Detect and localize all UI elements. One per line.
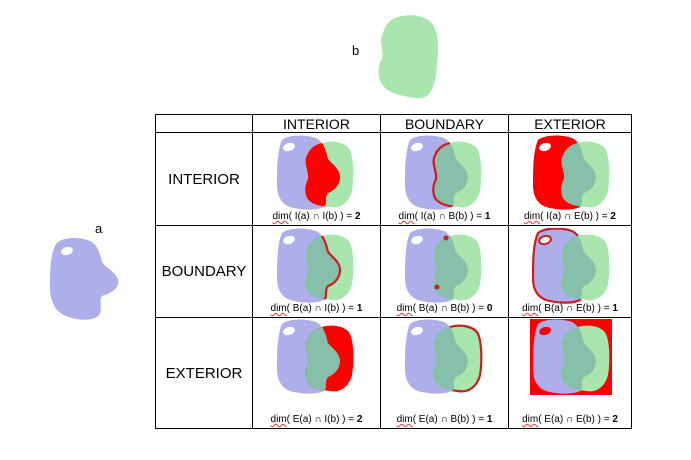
- matrix-cell: dim( I(a) ∩ E(b) ) = 2: [508, 132, 632, 226]
- diagram-ia-bb: [405, 135, 482, 210]
- matrix-cell: dim( E(a) ∩ I(b) ) = 2: [252, 317, 381, 429]
- cell-caption: dim( I(a) ∩ B(b) ) = 1: [398, 211, 491, 222]
- cell-caption: dim( I(a) ∩ E(b) ) = 2: [524, 211, 616, 222]
- diagram-ia-eb: [533, 135, 610, 210]
- corner-cell: [155, 114, 253, 133]
- col-header-interior: INTERIOR: [252, 114, 381, 133]
- shape-b-label: b: [352, 43, 360, 58]
- diagram-ba-ib: [277, 228, 354, 303]
- shape-b: [378, 15, 438, 99]
- matrix-cell: dim( E(a) ∩ E(b) ) = 2: [508, 317, 632, 429]
- shape-a-label: a: [95, 221, 103, 236]
- diagram-ia-ib: [277, 135, 354, 210]
- diagram-ea-eb: [530, 319, 612, 395]
- matrix-cell: dim( I(a) ∩ I(b) ) = 2: [252, 132, 381, 226]
- diagram-ba-bb: [405, 228, 482, 303]
- diagram-ba-eb: [531, 228, 610, 304]
- col-header-boundary: BOUNDARY: [380, 114, 509, 133]
- cell-caption: dim( I(a) ∩ I(b) ) = 2: [272, 211, 361, 222]
- cell-caption: dim( B(a) ∩ I(b) ) = 1: [270, 303, 363, 314]
- row-header-boundary: BOUNDARY: [155, 225, 253, 318]
- intersection-point: [443, 235, 449, 241]
- matrix-cell: dim( E(a) ∩ B(b) ) = 1: [380, 317, 509, 429]
- cell-caption: dim( E(a) ∩ I(b) ) = 2: [270, 414, 363, 425]
- diagram-ea-ib: [277, 319, 354, 394]
- row-header-exterior: EXTERIOR: [155, 317, 253, 429]
- cell-caption: dim( B(a) ∩ E(b) ) = 1: [522, 303, 618, 314]
- matrix-cell: dim( B(a) ∩ E(b) ) = 1: [508, 225, 632, 318]
- shape-a: [50, 237, 119, 320]
- row-header-interior: INTERIOR: [155, 132, 253, 226]
- cell-caption: dim( E(a) ∩ E(b) ) = 2: [522, 414, 618, 425]
- matrix-cell: dim( I(a) ∩ B(b) ) = 1: [380, 132, 509, 226]
- diagram-ea-bb: [405, 319, 483, 394]
- cell-caption: dim( E(a) ∩ B(b) ) = 1: [396, 414, 493, 425]
- de9im-matrix: INTERIOR BOUNDARY EXTERIOR INTERIOR: [155, 114, 632, 429]
- cell-caption: dim( B(a) ∩ B(b) ) = 0: [396, 303, 493, 314]
- intersection-point: [434, 284, 440, 290]
- matrix-cell: dim( B(a) ∩ I(b) ) = 1: [252, 225, 381, 318]
- col-header-exterior: EXTERIOR: [508, 114, 632, 133]
- matrix-cell: dim( B(a) ∩ B(b) ) = 0: [380, 225, 509, 318]
